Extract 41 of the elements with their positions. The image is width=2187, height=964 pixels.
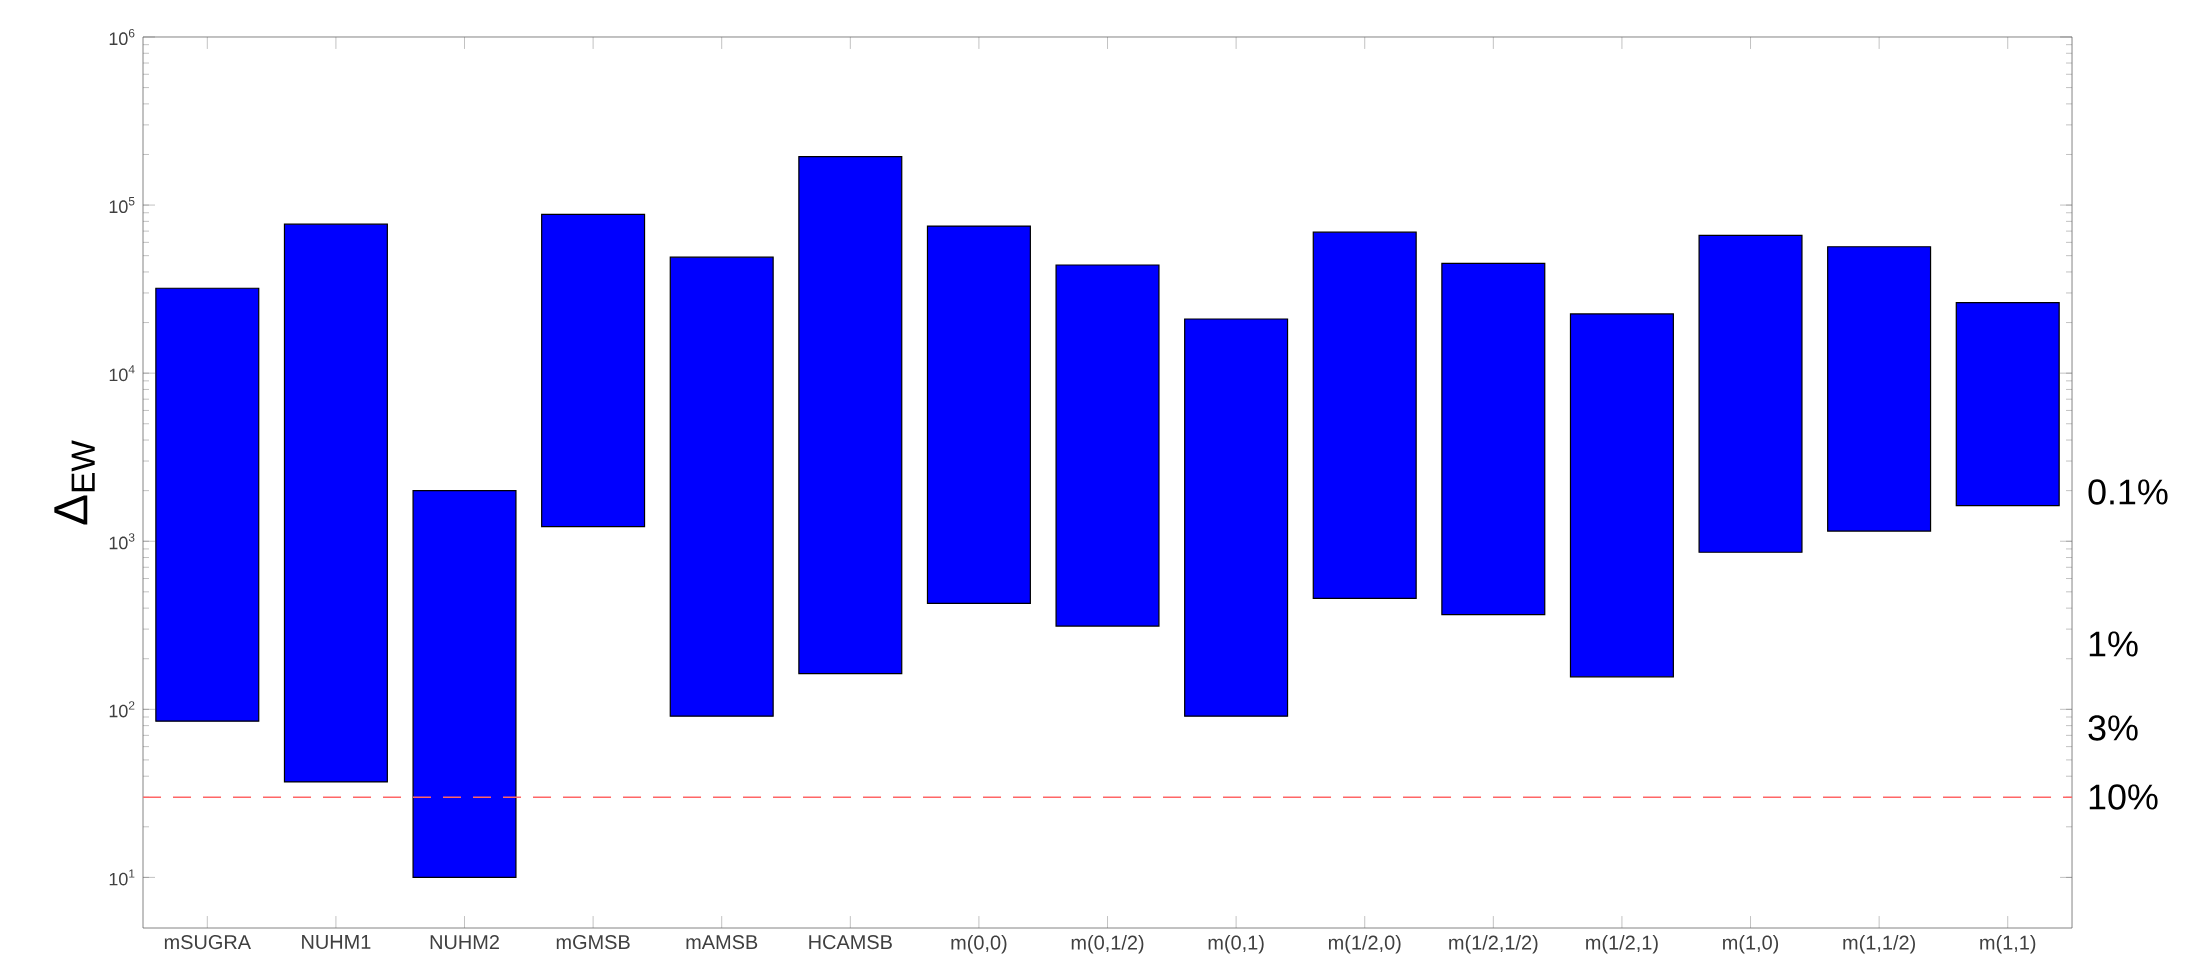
y-tick-label: 10$^{2}$	[109, 701, 135, 718]
text: 1%	[2089, 631, 2138, 657]
x-tick-label: m(1/2,0)	[1328, 935, 1401, 954]
bar	[541, 213, 646, 528]
x-tick-label: mAMSB	[686, 935, 758, 950]
x-tick-label: m(1/2,1/2)	[1449, 935, 1538, 954]
x-tick-label: mSUGRA	[164, 935, 251, 950]
text: 3%	[2088, 715, 2138, 741]
x-tick-label: m(0,1/2)	[1071, 935, 1144, 954]
x-tick-label: m(0,0)	[951, 935, 1007, 954]
bar	[798, 156, 903, 675]
bar	[1055, 264, 1160, 627]
x-tick-label: m(1/2,1)	[1586, 935, 1658, 954]
y-tick-label: 10$^{1}$	[109, 869, 135, 886]
y-axis-title: Δ$_{EW}$	[54, 440, 95, 525]
bar	[155, 287, 260, 722]
x-tick-label: NUHM1	[302, 935, 371, 949]
bar	[283, 223, 388, 783]
bar	[412, 490, 517, 878]
x-tick-label: mGMSB	[556, 935, 630, 950]
text: 0.1%	[2088, 479, 2168, 505]
bar	[669, 256, 774, 717]
x-tick-label: m(0,1)	[1208, 935, 1264, 954]
x-tick-label: NUHM2	[430, 935, 499, 950]
x-tick-label: m(1,0)	[1723, 935, 1779, 954]
y-tick-label: 10$^{4}$	[109, 365, 135, 382]
bar	[1827, 246, 1932, 532]
bar	[1312, 231, 1417, 599]
x-tick-label: m(1,1/2)	[1843, 935, 1915, 954]
bar	[1184, 318, 1289, 717]
bar	[926, 225, 1031, 604]
x-tick-label: m(1,1)	[1980, 935, 2036, 954]
y-tick-label: 10$^{3}$	[109, 533, 135, 550]
y-tick-label: 10$^{6}$	[109, 28, 135, 46]
x-tick-label: HCAMSB	[809, 935, 892, 950]
y-tick-label: 10$^{5}$	[109, 197, 135, 214]
bar	[1955, 301, 2060, 507]
bar	[1698, 234, 1803, 553]
bar	[1569, 313, 1674, 678]
text: 10%	[2089, 784, 2158, 810]
bar	[1441, 262, 1546, 616]
